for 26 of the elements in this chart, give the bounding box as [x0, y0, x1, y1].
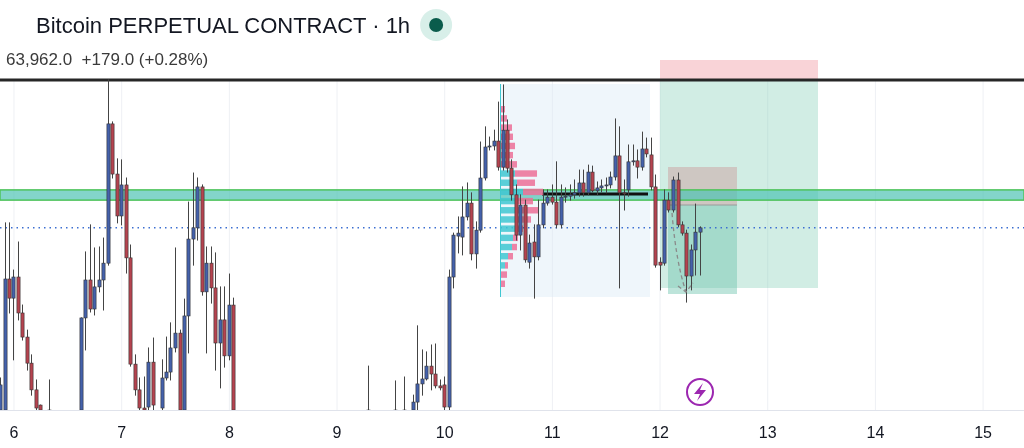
- bar: [523, 188, 543, 196]
- candlestick: [393, 380, 398, 410]
- x-tick-label: 8: [224, 424, 234, 441]
- x-tick-label: 9: [332, 424, 342, 441]
- candlestick: [47, 379, 52, 410]
- bar: [512, 243, 517, 251]
- candlestick: [402, 376, 407, 410]
- bar: [508, 253, 513, 260]
- x-tick-label: 15: [974, 424, 993, 441]
- candlestick: [433, 343, 438, 389]
- chart-subtitle: 63,962.0 +179.0 (+0.28%): [6, 50, 209, 69]
- chart-title: Bitcoin PERPETUAL CONTRACT · 1h: [36, 13, 411, 38]
- candlestick: [366, 365, 371, 410]
- bar: [516, 179, 535, 186]
- x-tick-label: 11: [544, 424, 561, 441]
- x-tick-label: 12: [651, 424, 670, 441]
- x-tick-label: 6: [9, 424, 19, 441]
- bar: [504, 262, 508, 269]
- x-tick-label: 13: [758, 424, 777, 441]
- candlestick: [460, 186, 465, 256]
- x-tick-label: 14: [866, 424, 885, 441]
- bar: [515, 170, 538, 177]
- bar: [500, 271, 508, 278]
- x-tick-label: 7: [117, 424, 127, 441]
- x-tick-label: 10: [435, 424, 454, 441]
- candlestick: [572, 179, 577, 199]
